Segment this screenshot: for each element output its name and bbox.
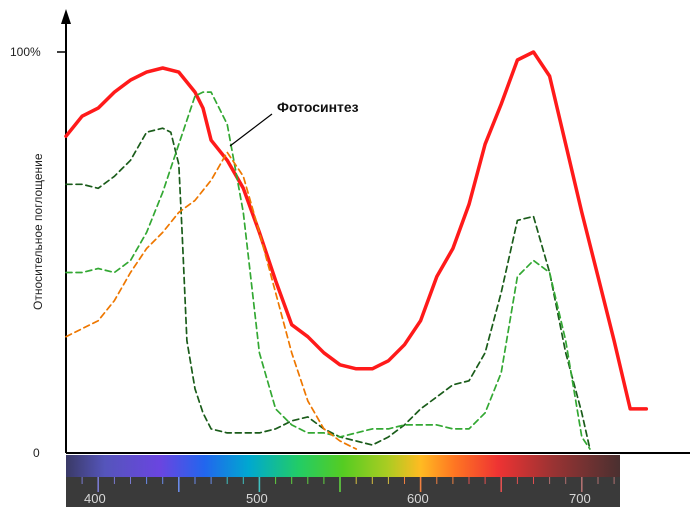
- y-axis-label: Относительное поглощение: [31, 153, 45, 310]
- y-tick-label-max: 100%: [10, 45, 41, 59]
- spectrum-bar: 400 500 600 700: [66, 455, 620, 507]
- y-tick-label-zero: 0: [33, 446, 40, 460]
- wavelength-label-400: 400: [84, 491, 106, 506]
- series-line-2: [65, 127, 591, 450]
- wavelength-label-700: 700: [569, 491, 591, 506]
- series-line-3: [65, 91, 591, 450]
- spectrum-color-band: [66, 455, 620, 477]
- series-layer: [64, 50, 649, 450]
- series-line-4: [65, 151, 358, 450]
- y-axis-arrow: [61, 9, 71, 24]
- annotation-leader-line: [229, 113, 273, 147]
- series-line-photosynthesis: [64, 50, 649, 411]
- photosynthesis-annotation: Фотосинтез: [277, 99, 359, 115]
- wavelength-label-500: 500: [246, 491, 268, 506]
- spectrum-ticks: [81, 477, 615, 492]
- spectrum-scale-band: [66, 477, 620, 507]
- wavelength-label-600: 600: [407, 491, 429, 506]
